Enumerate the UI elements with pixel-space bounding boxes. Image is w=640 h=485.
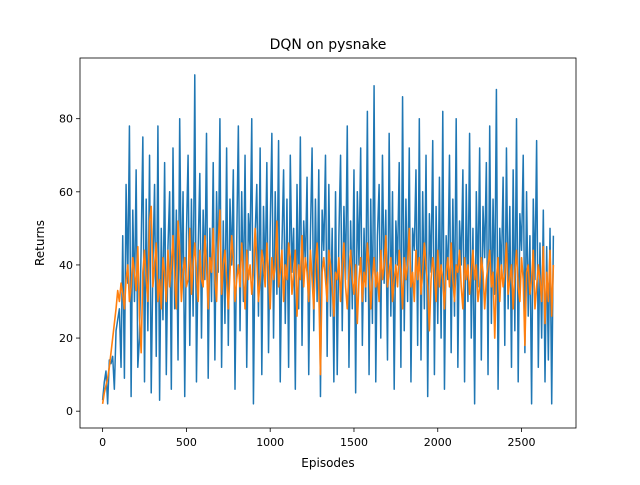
x-axis-ticks: 0 500 1000 1500 2000 2500: [99, 428, 536, 449]
series-layer: [101, 74, 555, 405]
x-tick-label: 2500: [508, 436, 536, 449]
y-tick-label: 80: [59, 113, 73, 126]
x-axis-label: Episodes: [301, 456, 354, 470]
x-tick-label: 0: [99, 436, 106, 449]
y-axis-label: Returns: [33, 220, 47, 266]
plot-frame: [79, 57, 577, 429]
x-tick-label: 2000: [424, 436, 452, 449]
y-axis-ticks: 0 20 40 60 80: [59, 113, 80, 418]
x-tick-label: 500: [176, 436, 197, 449]
y-tick-label: 20: [59, 332, 73, 345]
y-tick-label: 40: [59, 259, 73, 272]
series-smoothed-line: [101, 205, 555, 404]
x-tick-label: 1500: [340, 436, 368, 449]
y-tick-label: 60: [59, 186, 73, 199]
chart-title: DQN on pysnake: [270, 37, 387, 53]
y-tick-label: 0: [66, 405, 73, 418]
x-tick-label: 1000: [256, 436, 284, 449]
